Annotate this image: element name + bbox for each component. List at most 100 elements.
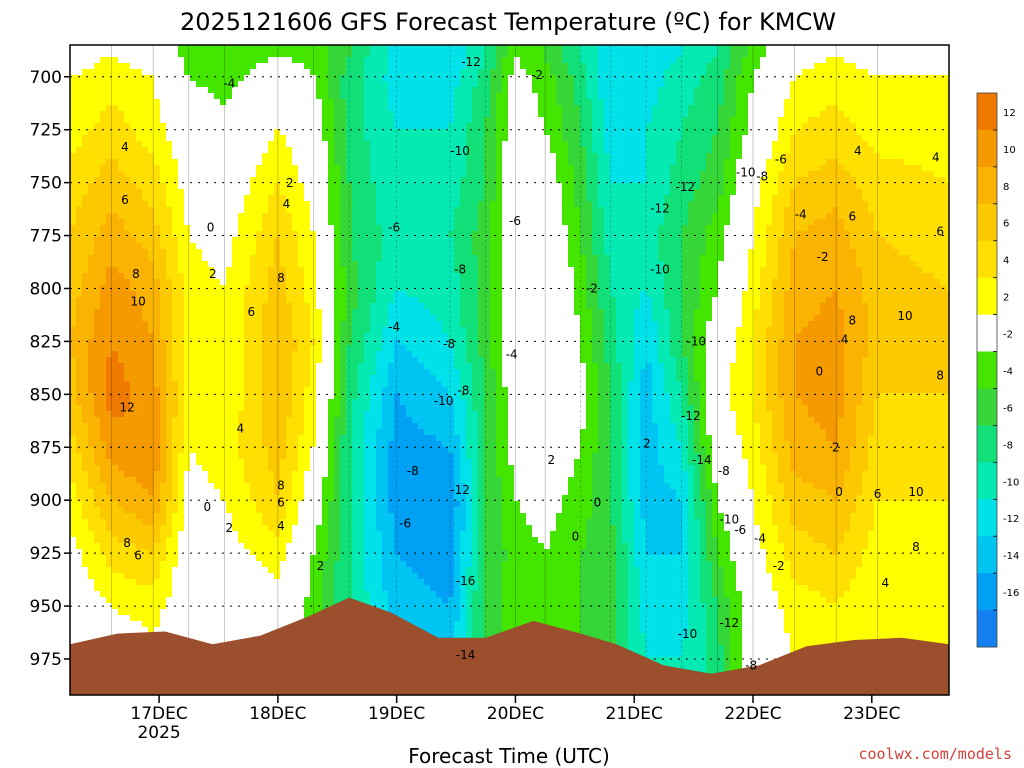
field-cell <box>70 219 77 226</box>
field-cell <box>262 441 269 448</box>
field-cell <box>94 483 101 490</box>
field-cell <box>166 579 173 586</box>
field-cell <box>124 591 131 598</box>
field-cell <box>232 243 239 250</box>
field-cell <box>154 489 161 496</box>
field-cell <box>286 261 293 268</box>
field-cell <box>226 75 233 82</box>
field-cell <box>136 165 143 172</box>
field-cell <box>268 57 275 64</box>
field-cell <box>196 339 203 346</box>
field-cell <box>160 225 167 232</box>
field-cell <box>214 315 221 322</box>
field-cell <box>154 615 161 622</box>
field-cell <box>118 615 125 622</box>
field-cell <box>142 45 149 52</box>
field-cell <box>118 123 125 130</box>
field-cell <box>70 159 77 166</box>
field-cell <box>232 159 239 166</box>
field-cell <box>82 459 89 466</box>
field-cell <box>280 417 287 424</box>
field-cell <box>340 591 347 598</box>
field-cell <box>106 147 113 154</box>
field-cell <box>184 165 191 172</box>
field-cell <box>184 141 191 148</box>
field-cell <box>226 411 233 418</box>
field-cell <box>124 333 131 340</box>
field-cell <box>166 189 173 196</box>
field-cell <box>154 531 161 538</box>
field-cell <box>184 57 191 64</box>
field-cell <box>130 75 137 82</box>
field-cell <box>196 249 203 256</box>
field-cell <box>214 609 221 616</box>
field-cell <box>100 441 107 448</box>
field-cell <box>184 483 191 490</box>
field-cell <box>280 327 287 334</box>
field-cell <box>118 141 125 148</box>
field-cell <box>220 531 227 538</box>
field-cell <box>160 531 167 538</box>
field-cell <box>214 465 221 472</box>
field-cell <box>106 273 113 280</box>
field-cell <box>130 201 137 208</box>
field-cell <box>76 63 83 70</box>
field-cell <box>208 615 215 622</box>
field-cell <box>322 423 329 430</box>
field-cell <box>298 483 305 490</box>
field-cell <box>70 225 77 232</box>
field-cell <box>154 495 161 502</box>
field-cell <box>340 267 347 274</box>
field-cell <box>262 489 269 496</box>
field-cell <box>238 585 245 592</box>
field-cell <box>70 87 77 94</box>
field-cell <box>322 309 329 316</box>
field-cell <box>76 195 83 202</box>
field-cell <box>160 147 167 154</box>
field-cell <box>250 423 257 430</box>
field-cell <box>196 357 203 364</box>
field-cell <box>286 591 293 598</box>
field-cell <box>166 45 173 52</box>
field-cell <box>142 579 149 586</box>
field-cell <box>256 111 263 118</box>
field-cell <box>166 399 173 406</box>
field-cell <box>130 141 137 148</box>
field-cell <box>76 549 83 556</box>
field-cell <box>262 249 269 256</box>
field-cell <box>88 561 95 568</box>
field-cell <box>172 411 179 418</box>
field-cell <box>190 513 197 520</box>
field-cell <box>184 549 191 556</box>
field-cell <box>286 195 293 202</box>
field-cell <box>94 135 101 142</box>
field-cell <box>268 399 275 406</box>
field-cell <box>166 105 173 112</box>
field-cell <box>166 177 173 184</box>
field-cell <box>298 291 305 298</box>
field-cell <box>298 363 305 370</box>
field-cell <box>196 399 203 406</box>
field-cell <box>262 369 269 376</box>
field-cell <box>214 255 221 262</box>
field-cell <box>160 525 167 532</box>
field-cell <box>226 273 233 280</box>
field-cell <box>190 267 197 274</box>
field-cell <box>82 579 89 586</box>
field-cell <box>178 255 185 262</box>
field-cell <box>142 405 149 412</box>
field-cell <box>310 225 317 232</box>
field-cell <box>94 537 101 544</box>
field-cell <box>154 573 161 580</box>
field-cell <box>124 579 131 586</box>
field-cell <box>214 75 221 82</box>
field-cell <box>148 579 155 586</box>
field-cell <box>316 399 323 406</box>
field-cell <box>136 63 143 70</box>
field-cell <box>214 45 221 52</box>
field-cell <box>88 627 95 634</box>
field-cell <box>142 615 149 622</box>
field-cell <box>160 327 167 334</box>
field-cell <box>106 417 113 424</box>
field-cell <box>148 243 155 250</box>
